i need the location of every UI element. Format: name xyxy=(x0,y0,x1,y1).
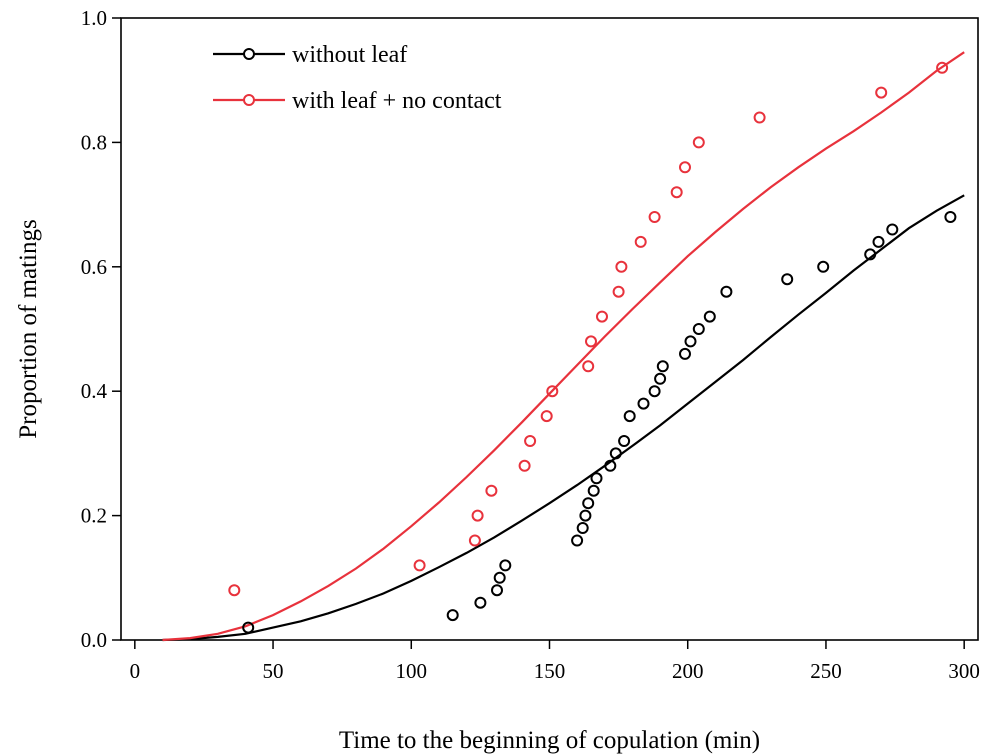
legend: without leaf with leaf + no contact xyxy=(213,42,502,114)
data-point-series-0 xyxy=(604,459,617,472)
y-tick-label: 0.6 xyxy=(81,255,107,279)
x-tick-label: 200 xyxy=(672,659,704,683)
data-point-series-0 xyxy=(648,385,661,398)
data-point-series-0 xyxy=(623,410,636,423)
data-point-series-1 xyxy=(540,410,553,423)
data-point-series-1 xyxy=(648,211,661,223)
data-point-series-1 xyxy=(585,335,597,348)
data-point-series-1 xyxy=(228,584,241,597)
data-point-series-0 xyxy=(618,435,631,447)
y-tick-label: 0.0 xyxy=(81,628,107,652)
data-point-series-1 xyxy=(753,111,766,124)
data-point-series-0 xyxy=(886,223,899,236)
data-point-series-0 xyxy=(590,472,603,485)
data-point-series-1 xyxy=(596,310,608,323)
data-point-series-0 xyxy=(499,559,512,572)
data-point-series-1 xyxy=(468,534,481,547)
data-point-series-1 xyxy=(413,559,426,572)
fit-curve-series-0 xyxy=(162,194,965,642)
data-point-series-1 xyxy=(670,186,683,199)
data-point-series-0 xyxy=(781,273,794,286)
x-axis: 0 50 100 150 200 250 300 xyxy=(130,640,980,683)
fit-curves xyxy=(162,51,965,642)
data-point-series-1 xyxy=(634,235,647,248)
data-point-series-1 xyxy=(518,459,531,472)
data-point-series-0 xyxy=(587,484,600,497)
legend-marker-series-1 xyxy=(243,94,255,106)
data-point-series-1 xyxy=(875,86,888,99)
x-tick-label: 100 xyxy=(396,659,428,683)
data-point-series-0 xyxy=(474,596,487,609)
data-point-series-1 xyxy=(679,161,691,174)
data-point-series-1 xyxy=(615,260,628,273)
data-point-series-0 xyxy=(944,211,957,223)
data-point-series-0 xyxy=(576,522,589,534)
data-point-series-1 xyxy=(524,435,537,447)
data-point-series-1 xyxy=(471,509,484,522)
y-axis: 0.0 0.2 0.4 0.6 0.8 1.0 xyxy=(81,6,121,652)
y-tick-label: 1.0 xyxy=(81,6,107,30)
data-point-series-0 xyxy=(654,372,667,385)
data-point-series-1 xyxy=(546,385,559,398)
data-points xyxy=(228,61,957,634)
data-point-series-0 xyxy=(817,260,830,273)
plot-frame xyxy=(120,17,979,641)
data-point-series-0 xyxy=(579,509,592,522)
legend-label-series-0: without leaf xyxy=(292,42,407,68)
data-point-series-0 xyxy=(703,310,716,323)
data-point-series-0 xyxy=(872,235,885,248)
legend-label-series-1: with leaf + no contact xyxy=(292,88,502,114)
data-point-series-1 xyxy=(692,136,705,149)
y-tick-label: 0.4 xyxy=(81,379,108,403)
x-tick-label: 250 xyxy=(810,659,842,683)
x-tick-label: 300 xyxy=(948,659,980,683)
data-point-series-0 xyxy=(679,347,691,360)
data-point-series-1 xyxy=(936,61,949,74)
data-point-series-1 xyxy=(582,360,595,373)
y-tick-label: 0.2 xyxy=(81,504,107,528)
data-point-series-0 xyxy=(582,497,595,510)
data-point-series-0 xyxy=(446,609,459,622)
plot-border xyxy=(120,17,979,641)
data-point-series-0 xyxy=(637,397,650,410)
data-point-series-0 xyxy=(491,584,503,597)
legend-marker-series-0 xyxy=(243,48,255,60)
data-point-series-0 xyxy=(242,621,255,634)
data-point-series-0 xyxy=(571,534,584,547)
data-point-series-0 xyxy=(493,571,506,584)
data-point-series-1 xyxy=(612,285,625,298)
data-point-series-0 xyxy=(864,248,877,261)
x-tick-label: 150 xyxy=(534,659,566,683)
x-tick-label: 50 xyxy=(263,659,284,683)
data-point-series-0 xyxy=(684,335,697,348)
x-axis-title: Time to the beginning of copulation (min… xyxy=(339,727,760,754)
data-point-series-1 xyxy=(485,484,498,497)
fit-curve-series-1 xyxy=(162,51,965,642)
data-point-series-0 xyxy=(609,447,622,460)
data-point-series-0 xyxy=(692,323,705,335)
x-tick-label: 0 xyxy=(130,659,141,683)
y-tick-label: 0.8 xyxy=(81,130,107,154)
y-axis-title: Proportion of matings xyxy=(15,219,42,438)
data-point-series-0 xyxy=(720,285,733,298)
data-point-series-0 xyxy=(656,360,669,373)
